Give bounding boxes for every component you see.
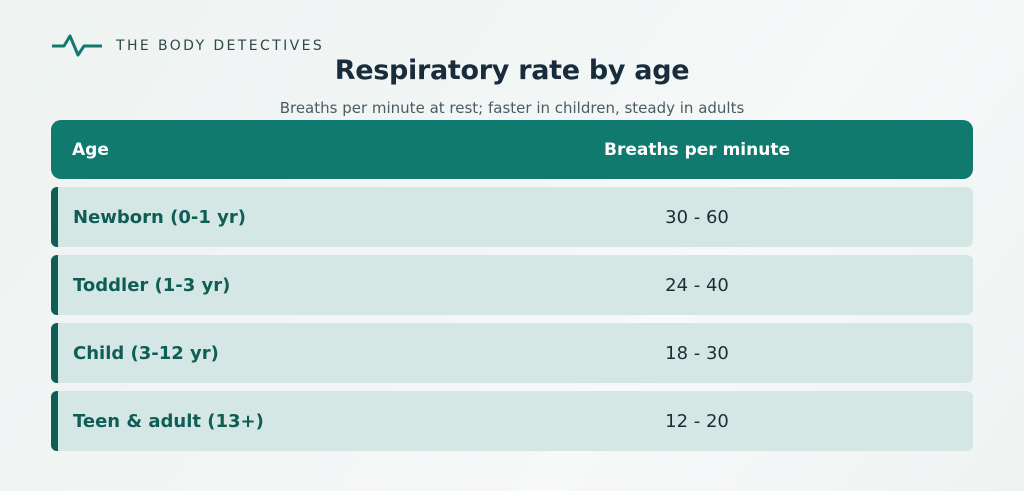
table-row: Teen & adult (13+) 12 - 20 — [51, 391, 973, 451]
row-rate: 18 - 30 — [665, 342, 729, 364]
row-age: Toddler (1-3 yr) — [73, 274, 231, 296]
row-accent-bar — [51, 391, 58, 451]
brand-name: THE BODY DETECTIVES — [116, 38, 325, 54]
row-age: Child (3-12 yr) — [73, 342, 219, 364]
row-age: Teen & adult (13+) — [73, 410, 264, 432]
table-header: Age Breaths per minute — [51, 120, 973, 179]
page-subtitle: Breaths per minute at rest; faster in ch… — [279, 99, 745, 117]
table-row: Child (3-12 yr) 18 - 30 — [51, 323, 973, 383]
heartbeat-pulse-icon — [52, 34, 102, 57]
row-rate: 30 - 60 — [665, 206, 729, 228]
page-title: Respiratory rate by age — [334, 55, 690, 86]
header-breaths-per-minute: Breaths per minute — [603, 139, 790, 160]
row-accent-bar — [51, 255, 58, 315]
table-row: Newborn (0-1 yr) 30 - 60 — [51, 187, 973, 247]
brand-logo: THE BODY DETECTIVES — [52, 33, 324, 59]
row-age: Newborn (0-1 yr) — [73, 206, 246, 228]
row-rate: 12 - 20 — [665, 410, 729, 432]
header-age: Age — [72, 139, 109, 160]
table-row: Toddler (1-3 yr) 24 - 40 — [51, 255, 973, 315]
row-accent-bar — [51, 323, 58, 383]
row-rate: 24 - 40 — [665, 274, 729, 296]
respiratory-rate-table: Age Breaths per minute Newborn (0-1 yr) … — [51, 120, 973, 451]
row-accent-bar — [51, 187, 58, 247]
